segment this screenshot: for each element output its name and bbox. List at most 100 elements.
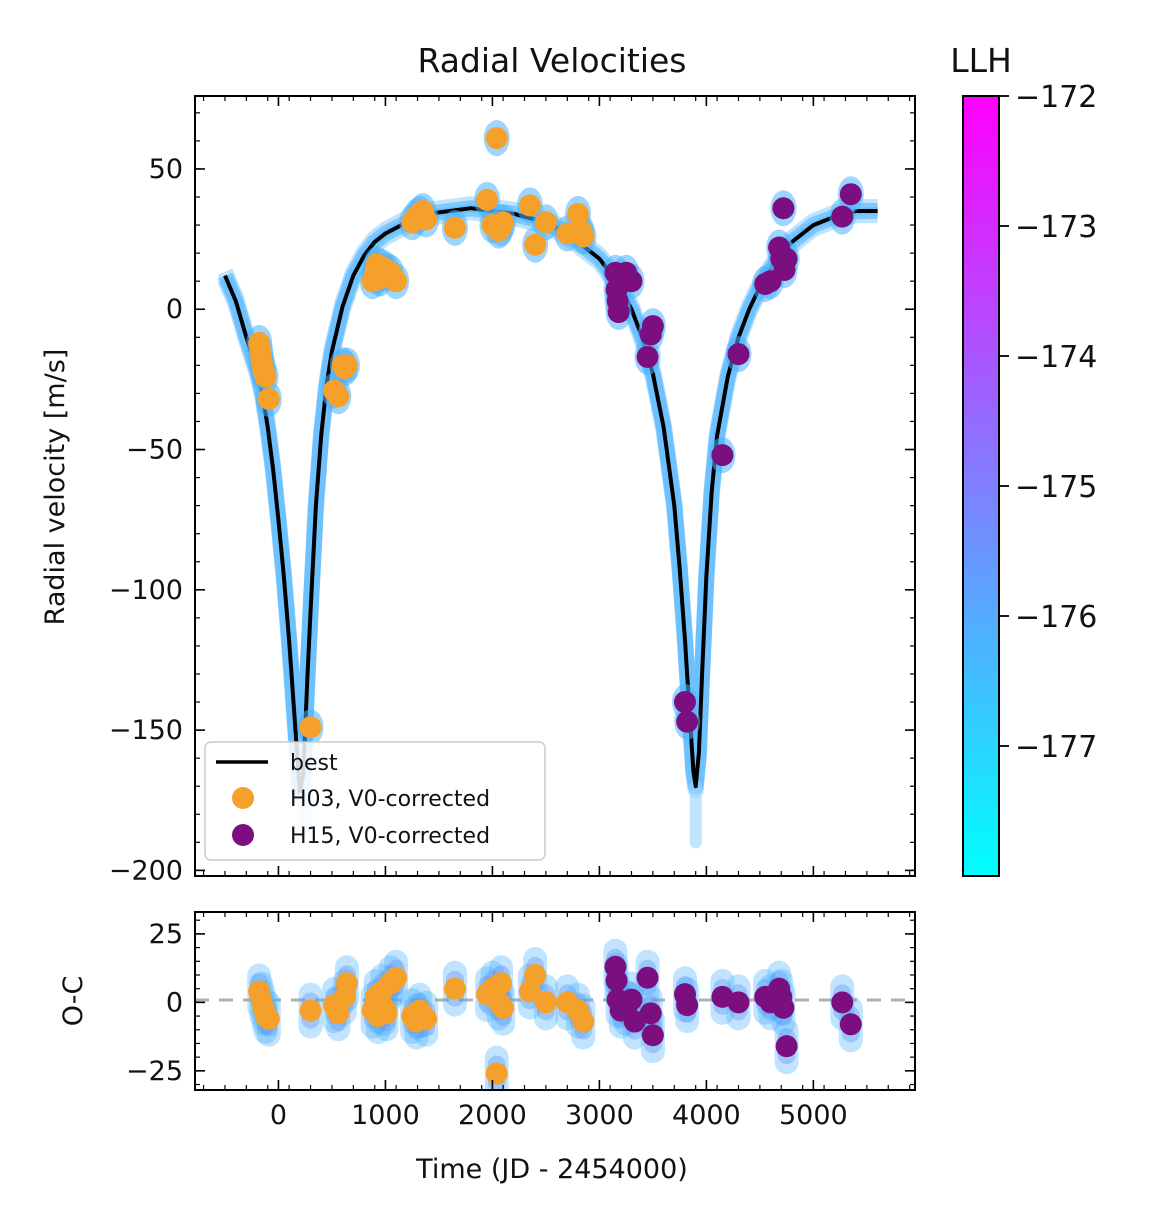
colorbar-tick-label: −177 — [1015, 730, 1097, 765]
x-axis-ticks — [202, 96, 911, 876]
rv-point — [492, 211, 515, 234]
colorbar-title: LLH — [950, 41, 1012, 80]
rv-point — [257, 388, 280, 411]
rv-point — [335, 354, 358, 377]
y-tick-label: 25 — [149, 919, 183, 950]
residuals-panel: 25 0 −25 0 1000 2000 3000 4000 5000 O-C Time (J… — [58, 911, 916, 1185]
posterior-curve — [217, 200, 878, 800]
rv-point — [773, 258, 796, 281]
residual-point — [639, 1002, 662, 1025]
llh-colorbar: LLH −172 −173 −174 −175 −176 −177 — [950, 41, 1097, 877]
rv-point — [567, 202, 590, 225]
rv-point — [676, 710, 699, 733]
rv-point — [572, 225, 595, 248]
rv-point — [620, 270, 643, 293]
residual-point — [727, 991, 750, 1014]
residual-point — [572, 1010, 595, 1033]
y-tick-label: 50 — [149, 154, 183, 185]
rv-point — [772, 197, 795, 220]
residual-point — [636, 966, 659, 989]
rv-point — [524, 233, 547, 256]
colorbar-tick-label: −175 — [1015, 470, 1097, 505]
legend: best H03, V0-corrected H15, V0-corrected — [204, 741, 546, 861]
colorbar-tick-label: −174 — [1015, 340, 1097, 375]
residual-point — [385, 966, 408, 989]
residual-point — [605, 969, 628, 992]
y-tick-label: 0 — [166, 987, 183, 1018]
y-axis-label: Radial velocity [m/s] — [40, 349, 71, 626]
residual-y-label: O-C — [58, 976, 89, 1027]
residual-point — [524, 963, 547, 986]
residual-point — [257, 1007, 280, 1030]
rv-point — [607, 301, 630, 324]
rv-point — [711, 444, 734, 467]
colorbar-gradient — [962, 95, 1000, 877]
x-axis-label: Time (JD - 2454000) — [415, 1154, 688, 1185]
plot-frame — [194, 95, 916, 877]
rv-point — [476, 188, 499, 211]
legend-label-best: best — [290, 751, 338, 776]
rv-point — [518, 194, 541, 217]
residual-point — [299, 999, 322, 1022]
legend-marker-h03 — [232, 787, 254, 809]
y-tick-label: −25 — [126, 1056, 183, 1087]
residual-point — [775, 1035, 798, 1058]
y-tick-label: −150 — [109, 715, 183, 746]
rv-point — [727, 343, 750, 366]
residual-point — [676, 994, 699, 1017]
residual-data-points — [248, 955, 862, 1085]
y-tick-label: −100 — [109, 575, 183, 606]
legend-label-h15: H15, V0-corrected — [290, 824, 490, 849]
rv-point — [443, 216, 466, 239]
rv-point — [673, 691, 696, 714]
legend-marker-h15 — [232, 824, 254, 846]
rv-point — [299, 716, 322, 739]
residual-point — [534, 991, 557, 1014]
legend-label-h03: H03, V0-corrected — [290, 787, 490, 812]
colorbar-tick-label: −173 — [1015, 210, 1097, 245]
rv-point — [839, 183, 862, 206]
y-tick-label: −50 — [126, 435, 183, 466]
rv-point — [327, 385, 350, 408]
residual-point — [375, 1002, 398, 1025]
residual-x-ticks: 0 1000 2000 3000 4000 5000 — [202, 912, 911, 1131]
residual-point — [443, 977, 466, 1000]
residual-point — [831, 991, 854, 1014]
x-tick-label: 1000 — [351, 1100, 420, 1131]
rv-data-points — [246, 120, 864, 746]
x-tick-label: 3000 — [565, 1100, 634, 1131]
x-tick-label: 5000 — [779, 1100, 848, 1131]
residual-y-ticks: 25 0 −25 — [126, 919, 915, 1087]
residual-point — [489, 972, 512, 995]
rv-point — [641, 315, 664, 338]
y-tick-label: −200 — [109, 855, 183, 886]
residual-point — [415, 1007, 438, 1030]
residual-point — [485, 1062, 508, 1085]
residual-point — [335, 972, 358, 995]
rv-point — [385, 270, 408, 293]
rv-point — [415, 208, 438, 231]
residual-point — [641, 1024, 664, 1047]
chart-title: Radial Velocities — [417, 41, 686, 80]
x-tick-label: 4000 — [672, 1100, 741, 1131]
residual-point — [772, 996, 795, 1019]
y-axis-ticks: 50 0 −50 −100 −150 −200 — [109, 112, 915, 886]
residual-frame — [194, 911, 916, 1091]
rv-point — [831, 205, 854, 228]
y-tick-label: 0 — [166, 294, 183, 325]
residual-point — [620, 988, 643, 1011]
legend-box — [204, 741, 546, 861]
residual-point — [492, 996, 515, 1019]
rv-point — [636, 345, 659, 368]
rv-point — [254, 365, 277, 388]
colorbar-ticks: −172 −173 −174 −175 −176 −177 — [999, 80, 1097, 765]
colorbar-tick-label: −172 — [1015, 80, 1097, 115]
colorbar-tick-label: −176 — [1015, 600, 1097, 635]
residual-point — [839, 1013, 862, 1036]
x-tick-label: 0 — [270, 1100, 287, 1131]
x-tick-label: 2000 — [458, 1100, 527, 1131]
rv-point — [534, 211, 557, 234]
radial-velocity-panel: Radial Velocities Radial velocity [m/s] … — [40, 41, 916, 886]
rv-point — [485, 127, 508, 150]
